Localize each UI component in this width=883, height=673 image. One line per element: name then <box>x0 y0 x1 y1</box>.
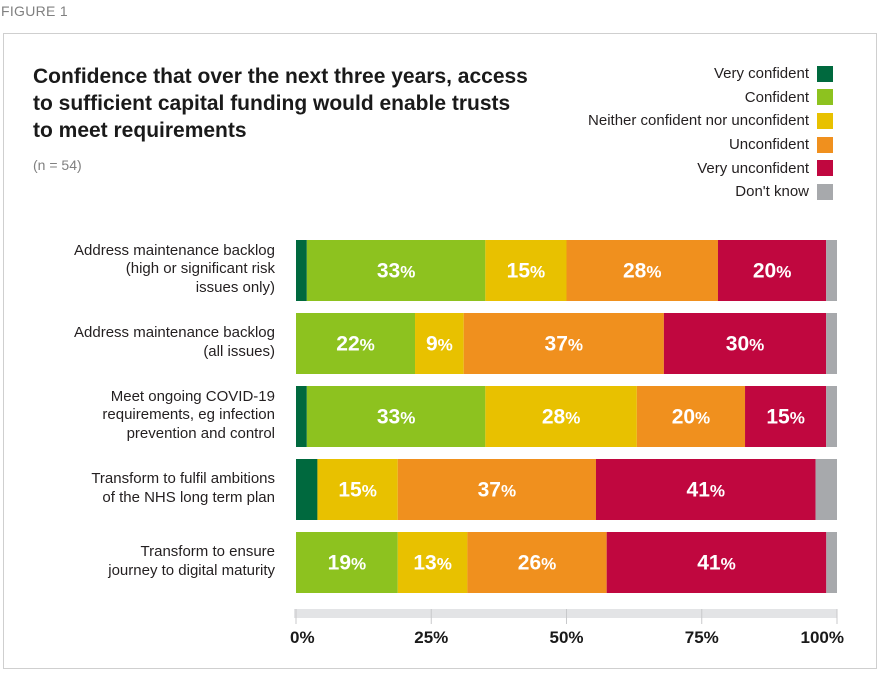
bar-segment <box>745 386 827 447</box>
chart-subtitle: (n = 54) <box>33 157 82 173</box>
bar-segment <box>296 532 398 593</box>
data-label: 37% <box>478 479 516 502</box>
bar-segment <box>636 386 746 447</box>
bar-segment <box>296 240 307 301</box>
x-tick-label: 0% <box>290 628 315 647</box>
legend-swatch <box>817 65 833 82</box>
bar-segment <box>826 313 837 374</box>
data-label: 41% <box>687 479 725 502</box>
bar-segment <box>296 386 307 447</box>
bar-segment <box>717 240 827 301</box>
data-label: 26% <box>518 552 556 575</box>
legend-item: Unconfident <box>588 133 833 157</box>
bar-segment <box>397 532 468 593</box>
chart-legend: Very confident Confident Neither confident… <box>588 62 833 204</box>
x-tick-label: 25% <box>414 628 448 647</box>
x-tick-label: 75% <box>685 628 719 647</box>
data-label: 33% <box>377 260 415 283</box>
data-label: 28% <box>542 406 580 429</box>
bar-segment <box>826 240 837 301</box>
bar-segment <box>485 240 567 301</box>
legend-label: Very confident <box>713 65 809 83</box>
bar-segment <box>463 313 664 374</box>
bar-segment <box>595 459 816 520</box>
bar-segment <box>296 313 416 374</box>
data-label: 33% <box>377 406 415 429</box>
legend-swatch <box>817 160 833 177</box>
legend-item: Don't know <box>588 180 833 204</box>
legend-item: Very unconfident <box>588 156 833 180</box>
figure-label: FIGURE 1 <box>1 3 68 19</box>
category-label: Address maintenance backlog (high or sign… <box>74 241 275 296</box>
chart-title: Confidence that over the next three year… <box>33 65 528 142</box>
data-label: 15% <box>507 260 545 283</box>
legend-label: Unconfident <box>728 136 809 154</box>
data-label: 20% <box>672 406 710 429</box>
data-label: 28% <box>623 260 661 283</box>
legend-swatch <box>817 183 833 200</box>
bar-segment <box>397 459 596 520</box>
legend-swatch <box>817 112 833 129</box>
bar-segment <box>815 459 837 520</box>
bar-segment <box>306 240 486 301</box>
x-tick-label: 50% <box>549 628 583 647</box>
legend-label: Very unconfident <box>697 159 809 177</box>
legend-label: Neither confident nor unconfident <box>588 112 809 130</box>
legend-swatch <box>817 89 833 106</box>
category-label: Address maintenance backlog (all issues) <box>74 324 275 360</box>
data-label: 37% <box>545 333 583 356</box>
bar-segment <box>317 459 398 520</box>
bar-segment <box>663 313 827 374</box>
legend-item: Very confident <box>588 62 833 86</box>
data-label: 15% <box>338 479 376 502</box>
bar-segment <box>606 532 827 593</box>
data-label: 30% <box>726 333 764 356</box>
bar-segment <box>467 532 607 593</box>
bar-segment <box>485 386 637 447</box>
data-label: 19% <box>328 552 366 575</box>
category-label: Transform to ensure journey to digital ma… <box>108 543 275 579</box>
data-label: 20% <box>753 260 791 283</box>
category-label: Meet ongoing COVID-19 requirements, eg in… <box>102 387 275 442</box>
data-label: 9% <box>426 333 453 356</box>
legend-label: Don't know <box>735 183 809 201</box>
data-label: 13% <box>413 552 451 575</box>
chart-frame <box>3 33 877 669</box>
category-label: Transform to fulfil ambitions of the NHS … <box>91 470 275 506</box>
data-label: 15% <box>766 406 804 429</box>
bar-segment <box>826 532 837 593</box>
legend-item: Confident <box>588 86 833 110</box>
data-label: 22% <box>336 333 374 356</box>
legend-item: Neither confident nor unconfident <box>588 109 833 133</box>
x-axis-band <box>294 609 837 618</box>
bar-segment <box>415 313 464 374</box>
legend-label: Confident <box>744 88 809 106</box>
bar-segment <box>296 459 318 520</box>
legend-swatch <box>817 136 833 153</box>
bar-segment <box>306 386 486 447</box>
bar-segment <box>826 386 837 447</box>
x-tick-label: 100% <box>801 628 844 647</box>
bar-segment <box>566 240 718 301</box>
data-label: 41% <box>697 552 735 575</box>
